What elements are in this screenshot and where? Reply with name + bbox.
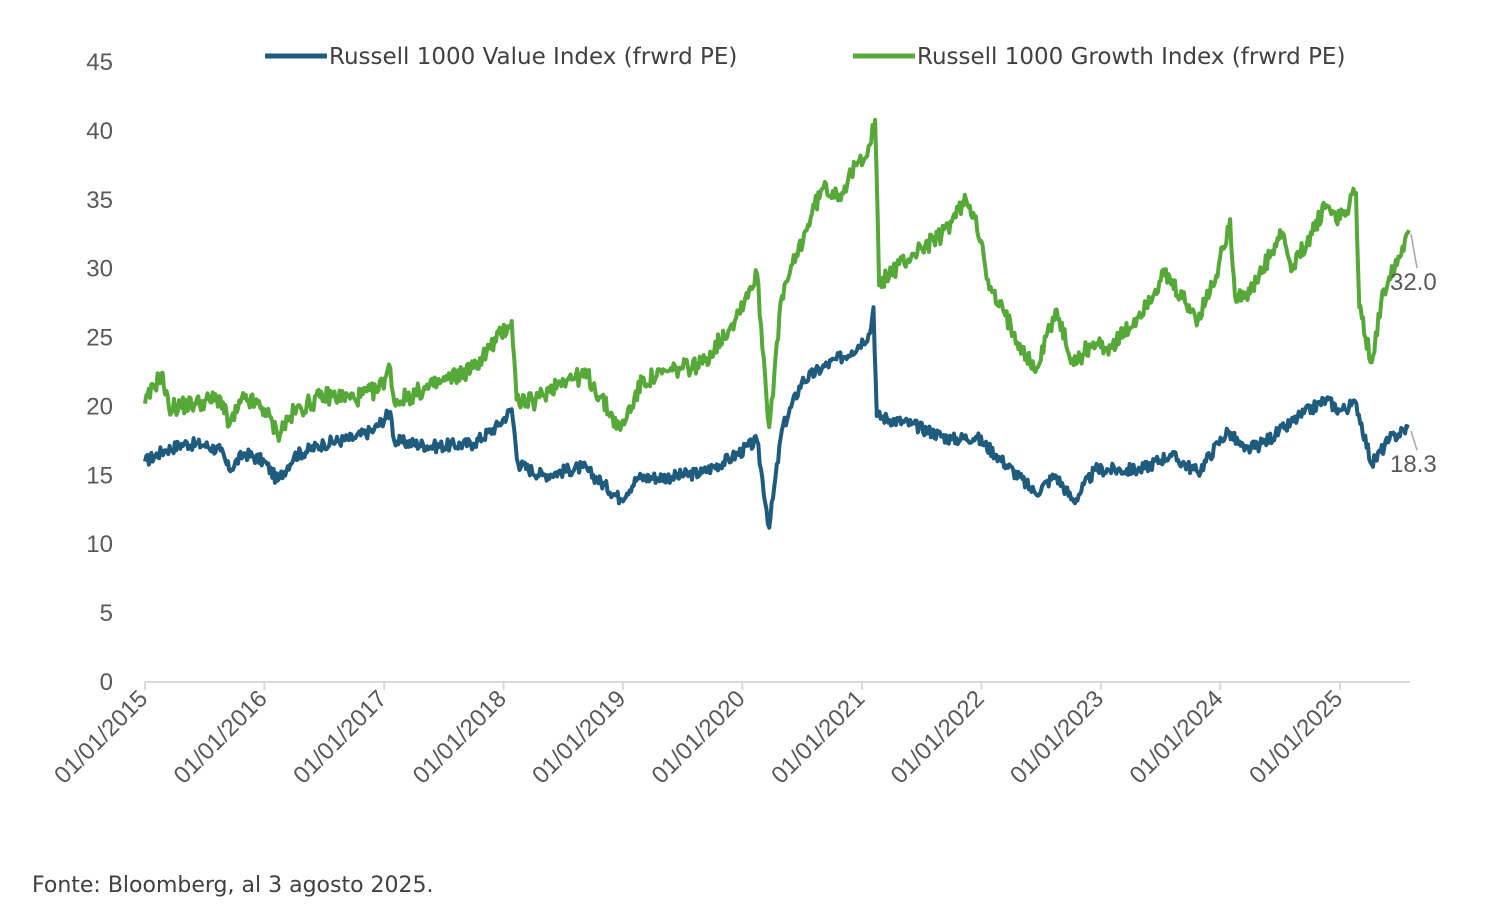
x-tick-label: 01/01/2017 [288, 685, 392, 789]
end-label-leader [1410, 430, 1418, 451]
y-tick-label: 30 [86, 256, 113, 283]
x-axis: 01/01/2015 01/01/2016 01/01/2017 01/01/2018… [49, 681, 1410, 789]
legend-label: Russell 1000 Value Index (frwrd PE) [329, 44, 737, 70]
x-tick-label: 01/01/2020 [647, 685, 751, 789]
end-label-growth: 32.0 [1390, 269, 1437, 296]
x-tick-label: 01/01/2021 [766, 685, 870, 789]
x-tick-label: 01/01/2022 [886, 685, 990, 789]
series-line-value [143, 305, 1410, 530]
y-tick-label: 25 [86, 325, 113, 352]
y-tick-label: 35 [86, 187, 113, 214]
x-tick-label: 01/01/2018 [408, 685, 512, 789]
end-label-leader [1410, 233, 1418, 269]
y-tick-label: 10 [86, 531, 113, 558]
x-tick-label: 01/01/2025 [1244, 685, 1348, 789]
source-note: Fonte: Bloomberg, al 3 agosto 2025. [32, 873, 434, 898]
end-labels: 18.3 32.0 [1390, 233, 1437, 478]
y-tick-label: 20 [86, 393, 113, 420]
y-tick-label: 40 [86, 118, 113, 145]
legend-label: Russell 1000 Growth Index (frwrd PE) [917, 44, 1345, 70]
legend: Russell 1000 Value Index (frwrd PE) Russe… [265, 44, 1345, 70]
series-line-growth [143, 117, 1411, 443]
x-tick-label: 01/01/2016 [169, 685, 273, 789]
y-tick-label: 5 [100, 600, 113, 627]
y-tick-label: 0 [100, 669, 113, 696]
y-axis: 0 5 10 15 20 25 30 35 40 45 [86, 49, 113, 696]
series-layer [143, 117, 1411, 530]
x-tick-label: 01/01/2019 [527, 685, 631, 789]
y-tick-label: 45 [86, 49, 113, 76]
end-label-value: 18.3 [1390, 451, 1437, 478]
x-tick-label: 01/01/2023 [1005, 685, 1109, 789]
y-tick-label: 15 [86, 462, 113, 489]
x-tick-label: 01/01/2015 [49, 685, 153, 789]
x-tick-label: 01/01/2024 [1124, 685, 1228, 789]
